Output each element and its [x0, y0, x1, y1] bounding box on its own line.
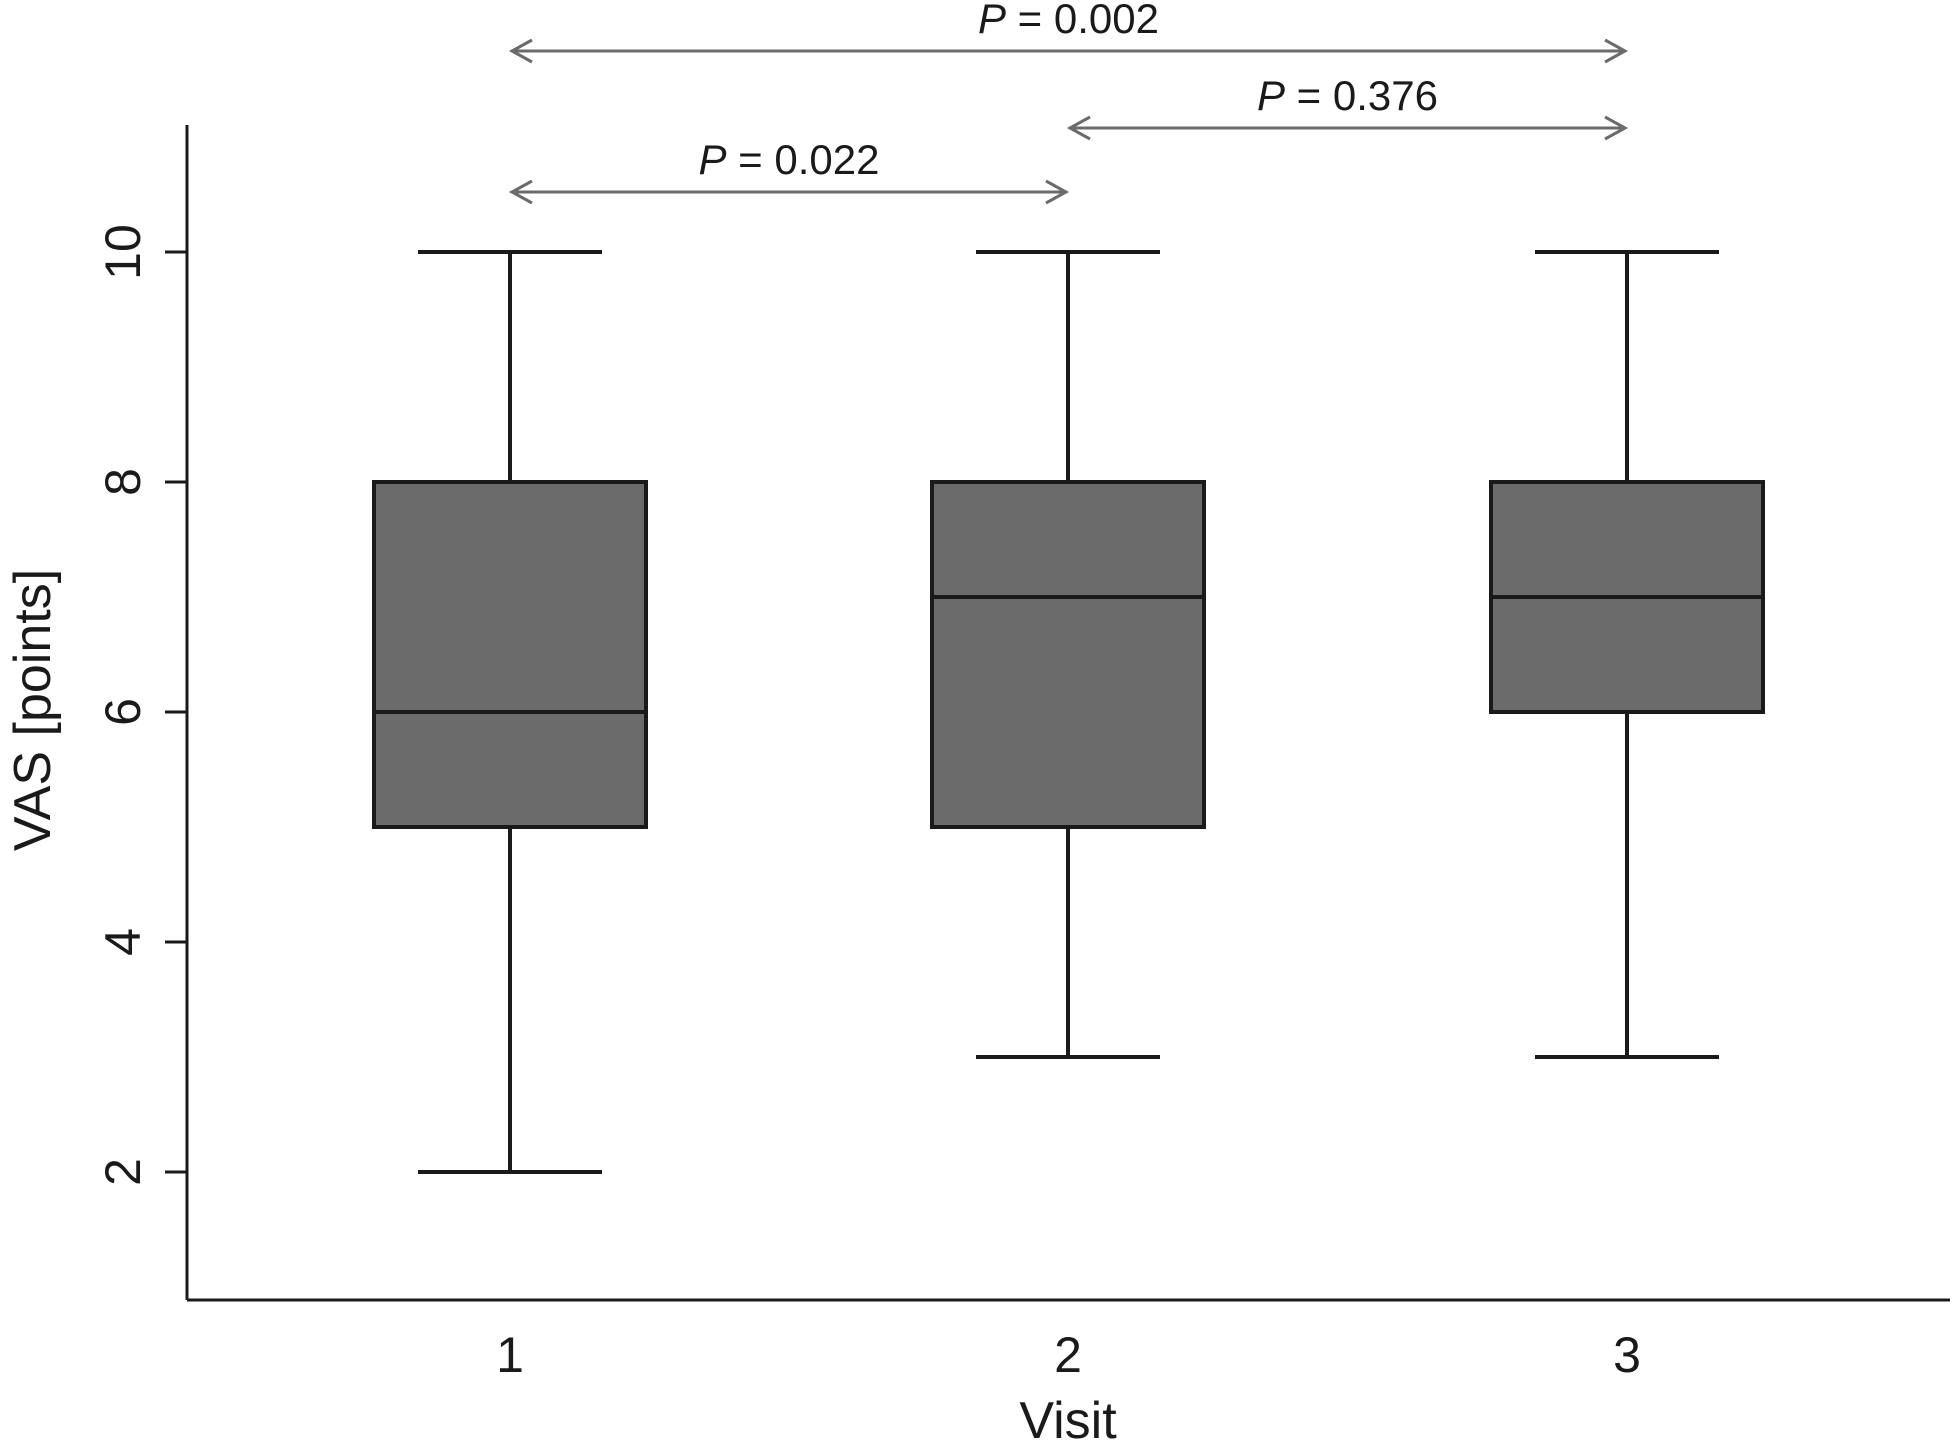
x-ticks: 1 2 3 — [496, 1327, 1641, 1383]
comparison-2-3: P = 0.376 — [1066, 72, 1629, 141]
arrow-head-left — [1066, 115, 1091, 141]
p-symbol: P — [1257, 72, 1285, 119]
y-tick-label: 4 — [95, 928, 151, 956]
y-tick-label: 8 — [95, 468, 151, 496]
iqr-box — [930, 480, 1206, 829]
iqr-box — [372, 480, 648, 829]
box-visit-2 — [930, 250, 1206, 1059]
p-value-text: = 0.002 — [1006, 0, 1159, 42]
p-value-text: = 0.022 — [727, 136, 880, 183]
x-axis-title: Visit — [1019, 1392, 1117, 1446]
p-value-label: P = 0.002 — [978, 0, 1159, 42]
x-tick-label: 3 — [1613, 1327, 1641, 1383]
p-symbol: P — [699, 136, 727, 183]
arrow-head-right — [1604, 38, 1629, 64]
p-symbol: P — [978, 0, 1006, 42]
box-visit-1 — [372, 250, 648, 1174]
arrow-head-left — [508, 179, 533, 205]
y-tick-label: 6 — [95, 698, 151, 726]
p-value-text: = 0.376 — [1285, 72, 1438, 119]
y-axis-title: VAS [points] — [4, 569, 62, 851]
y-tick-label: 2 — [95, 1158, 151, 1186]
box-visit-3 — [1489, 250, 1765, 1059]
arrow-head-right — [1604, 115, 1629, 141]
y-ticks: 2 4 6 8 10 — [95, 224, 187, 1186]
comparison-1-3: P = 0.002 — [508, 0, 1629, 64]
boxes — [372, 250, 1765, 1174]
y-tick-label: 10 — [95, 224, 151, 280]
p-value-label: P = 0.022 — [699, 136, 880, 183]
arrow-head-left — [508, 38, 533, 64]
x-tick-label: 2 — [1054, 1327, 1082, 1383]
arrow-head-right — [1045, 179, 1070, 205]
comparison-1-2: P = 0.022 — [508, 136, 1070, 205]
p-value-label: P = 0.376 — [1257, 72, 1438, 119]
x-tick-label: 1 — [496, 1327, 524, 1383]
